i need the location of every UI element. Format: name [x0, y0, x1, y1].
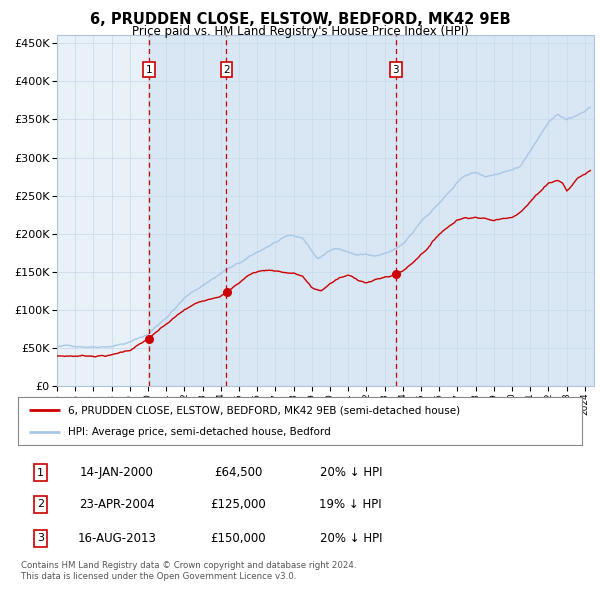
- Text: 1: 1: [37, 468, 44, 477]
- Text: This data is licensed under the Open Government Licence v3.0.: This data is licensed under the Open Gov…: [21, 572, 296, 581]
- Text: 1: 1: [145, 65, 152, 75]
- Text: 3: 3: [392, 65, 399, 75]
- Text: 2: 2: [223, 65, 230, 75]
- Text: 2: 2: [37, 500, 44, 509]
- Bar: [396, 35, 594, 386]
- Text: Price paid vs. HM Land Registry's House Price Index (HPI): Price paid vs. HM Land Registry's House …: [131, 25, 469, 38]
- Text: 3: 3: [37, 533, 44, 543]
- Text: 14-JAN-2000: 14-JAN-2000: [80, 466, 154, 479]
- Text: 19% ↓ HPI: 19% ↓ HPI: [319, 498, 382, 511]
- Text: 6, PRUDDEN CLOSE, ELSTOW, BEDFORD, MK42 9EB: 6, PRUDDEN CLOSE, ELSTOW, BEDFORD, MK42 …: [89, 12, 511, 27]
- Text: £150,000: £150,000: [210, 532, 266, 545]
- Text: £125,000: £125,000: [210, 498, 266, 511]
- Text: 23-APR-2004: 23-APR-2004: [79, 498, 155, 511]
- Bar: [226, 35, 396, 386]
- Text: £64,500: £64,500: [214, 466, 262, 479]
- Text: 6, PRUDDEN CLOSE, ELSTOW, BEDFORD, MK42 9EB (semi-detached house): 6, PRUDDEN CLOSE, ELSTOW, BEDFORD, MK42 …: [68, 405, 460, 415]
- Bar: [149, 35, 226, 386]
- Text: 20% ↓ HPI: 20% ↓ HPI: [320, 532, 382, 545]
- Text: 20% ↓ HPI: 20% ↓ HPI: [320, 466, 382, 479]
- Text: Contains HM Land Registry data © Crown copyright and database right 2024.: Contains HM Land Registry data © Crown c…: [21, 560, 356, 569]
- Text: HPI: Average price, semi-detached house, Bedford: HPI: Average price, semi-detached house,…: [68, 427, 331, 437]
- Text: 16-AUG-2013: 16-AUG-2013: [77, 532, 156, 545]
